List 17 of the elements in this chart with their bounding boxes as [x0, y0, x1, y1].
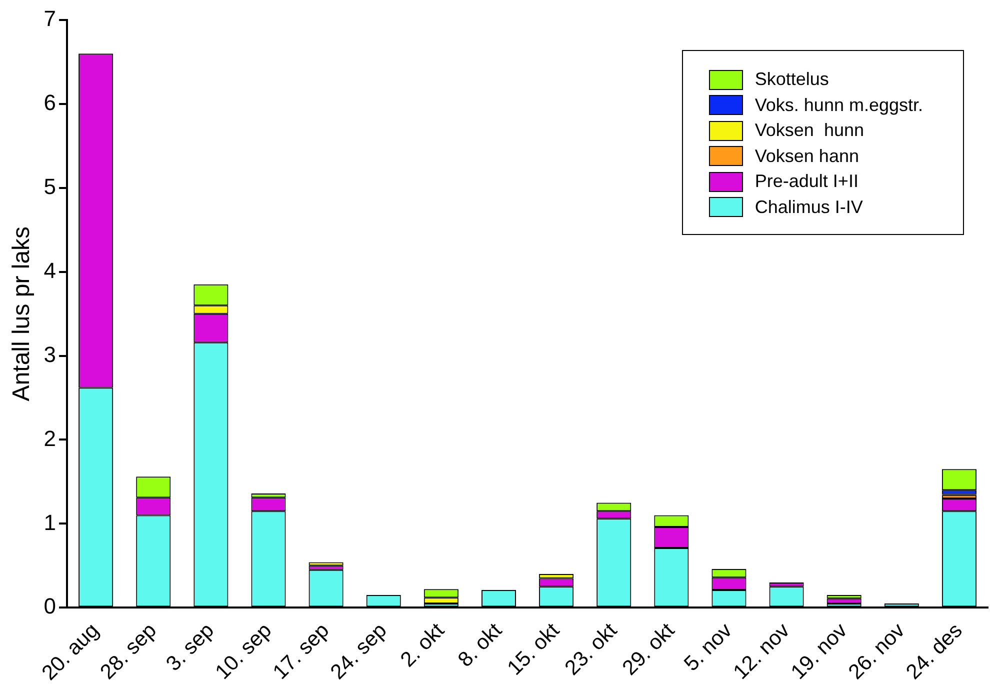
- x-tick-label: 24. des: [902, 618, 967, 684]
- legend-label: Voksen hann: [754, 146, 859, 167]
- x-tick-label: 2. okt: [396, 618, 449, 672]
- y-tick-label: 6: [44, 90, 56, 116]
- y-tick-label: 2: [44, 426, 56, 451]
- y-tick-label: 3: [44, 342, 56, 367]
- legend-label: Voks. hunn m.eggstr.: [754, 94, 923, 116]
- y-tick-label: 0: [44, 594, 56, 619]
- legend-label: Chalimus I-IV: [754, 196, 863, 218]
- y-tick-label: 4: [44, 258, 56, 283]
- legend-label: Pre-adult I+II: [754, 171, 858, 192]
- y-tick-label: 7: [44, 6, 56, 32]
- y-axis-title: Antall lus pr laks: [8, 226, 36, 402]
- y-tick-label: 5: [44, 174, 56, 199]
- y-tick-label: 1: [44, 510, 56, 535]
- legend-label: Skottelus: [754, 69, 829, 90]
- legend-label: Voksen hunn: [754, 120, 864, 142]
